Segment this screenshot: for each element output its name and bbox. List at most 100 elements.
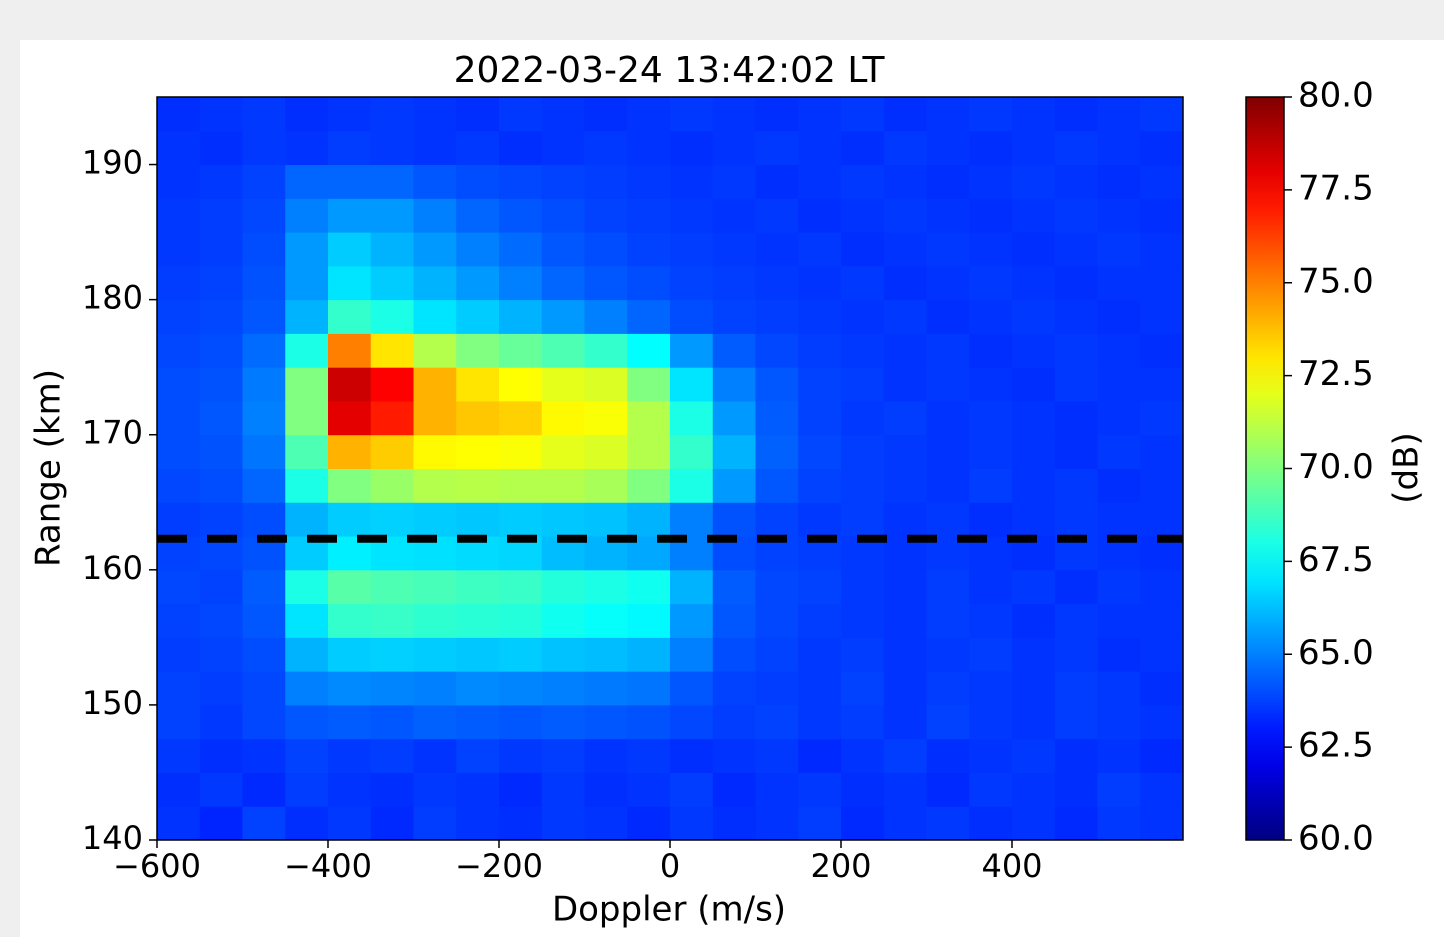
heatmap-cell — [199, 299, 243, 334]
heatmap-cell — [285, 738, 329, 773]
heatmap-cell — [712, 434, 756, 469]
heatmap-cell — [883, 603, 927, 638]
heatmap-cell — [328, 97, 372, 132]
heatmap-cell — [413, 806, 457, 841]
heatmap-cell — [1012, 198, 1056, 233]
heatmap-cell — [541, 434, 585, 469]
heatmap-cell — [499, 569, 543, 605]
heatmap-cell — [1140, 367, 1184, 402]
heatmap-cell — [456, 569, 500, 605]
heatmap-cell — [413, 164, 457, 199]
heatmap-cell — [370, 637, 414, 672]
heatmap-cell — [285, 704, 329, 740]
heatmap-cell — [926, 299, 970, 334]
heatmap-cell — [755, 130, 799, 166]
heatmap-cell — [370, 806, 414, 841]
heatmap-cell — [456, 333, 500, 368]
heatmap-cell — [456, 772, 500, 807]
heatmap-cell — [798, 299, 842, 334]
heatmap-cell — [755, 434, 799, 469]
heatmap-cell — [199, 367, 243, 402]
heatmap-cell — [712, 333, 756, 368]
heatmap-cell — [499, 704, 543, 740]
heatmap-cell — [370, 704, 414, 740]
heatmap-cell — [1140, 232, 1184, 267]
heatmap-cell — [883, 232, 927, 267]
heatmap-cell — [841, 806, 885, 841]
heatmap-cell — [584, 130, 628, 166]
heatmap — [157, 97, 1184, 841]
heatmap-cell — [499, 164, 543, 199]
heatmap-cell — [1097, 637, 1141, 672]
heatmap-cell — [841, 333, 885, 368]
heatmap-cell — [755, 502, 799, 537]
heatmap-cell — [841, 130, 885, 166]
heatmap-cell — [541, 130, 585, 166]
heatmap-cell — [157, 603, 201, 638]
heatmap-cell — [1097, 468, 1141, 503]
heatmap-cell — [1012, 603, 1056, 638]
heatmap-cell — [157, 738, 201, 773]
heatmap-cell — [584, 772, 628, 807]
heatmap-cell — [584, 704, 628, 740]
heatmap-cell — [584, 299, 628, 334]
heatmap-cell — [328, 772, 372, 807]
heatmap-cell — [541, 704, 585, 740]
heatmap-cell — [670, 772, 714, 807]
heatmap-cell — [670, 400, 714, 436]
heatmap-cell — [456, 502, 500, 537]
heatmap-cell — [969, 97, 1013, 132]
heatmap-cell — [926, 400, 970, 436]
heatmap-cell — [541, 806, 585, 841]
heatmap-cell — [969, 637, 1013, 672]
heatmap-cell — [328, 232, 372, 267]
heatmap-cell — [1097, 265, 1141, 301]
heatmap-cell — [670, 603, 714, 638]
heatmap-cell — [413, 738, 457, 773]
heatmap-cell — [285, 637, 329, 672]
heatmap-cell — [841, 400, 885, 436]
heatmap-cell — [285, 434, 329, 469]
heatmap-cell — [157, 637, 201, 672]
heatmap-cell — [370, 434, 414, 469]
heatmap-cell — [1054, 265, 1098, 301]
heatmap-cell — [1012, 637, 1056, 672]
heatmap-cell — [584, 97, 628, 132]
heatmap-cell — [157, 704, 201, 740]
heatmap-cell — [328, 198, 372, 233]
heatmap-cell — [670, 265, 714, 301]
heatmap-cell — [328, 502, 372, 537]
heatmap-cell — [627, 299, 671, 334]
heatmap-cell — [670, 637, 714, 672]
heatmap-cell — [328, 400, 372, 436]
heatmap-cell — [926, 671, 970, 706]
heatmap-cell — [627, 502, 671, 537]
heatmap-cell — [926, 637, 970, 672]
heatmap-cell — [1012, 502, 1056, 537]
heatmap-cell — [199, 502, 243, 537]
heatmap-cell — [242, 97, 286, 132]
heatmap-cell — [499, 265, 543, 301]
heatmap-cell — [541, 299, 585, 334]
heatmap-cell — [370, 400, 414, 436]
heatmap-cell — [157, 806, 201, 841]
heatmap-cell — [413, 671, 457, 706]
x-tick-label: 0 — [660, 847, 680, 885]
heatmap-cell — [627, 130, 671, 166]
heatmap-cell — [926, 434, 970, 469]
heatmap-cell — [499, 198, 543, 233]
heatmap-cell — [969, 265, 1013, 301]
heatmap-cell — [456, 637, 500, 672]
heatmap-cell — [199, 603, 243, 638]
heatmap-cell — [1012, 164, 1056, 199]
heatmap-cell — [328, 164, 372, 199]
heatmap-cell — [1097, 569, 1141, 605]
heatmap-cell — [798, 265, 842, 301]
heatmap-cell — [1012, 434, 1056, 469]
heatmap-cell — [370, 265, 414, 301]
heatmap-cell — [883, 164, 927, 199]
heatmap-cell — [883, 265, 927, 301]
heatmap-cell — [584, 164, 628, 199]
heatmap-cell — [841, 367, 885, 402]
heatmap-cell — [1054, 704, 1098, 740]
